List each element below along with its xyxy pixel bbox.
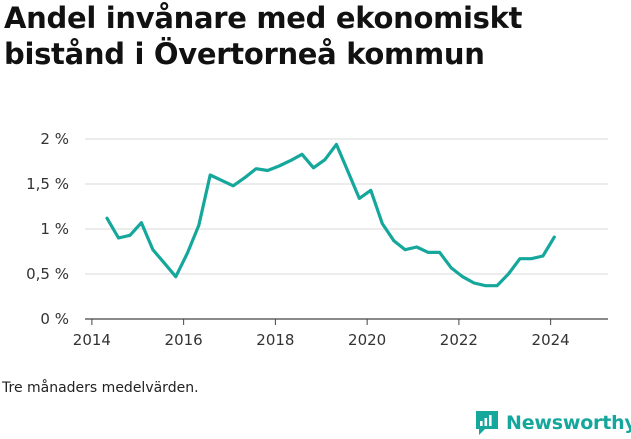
x-tick-label: 2024 bbox=[532, 331, 570, 349]
x-tick-label: 2014 bbox=[73, 331, 111, 349]
y-axis-tick-labels: 0 % 0,5 % 1 % 1,5 % 2 % bbox=[26, 130, 69, 328]
gridlines bbox=[85, 138, 608, 320]
y-tick-label: 2 % bbox=[40, 130, 69, 148]
y-tick-label: 0,5 % bbox=[26, 265, 69, 283]
chart-note: Tre månaders medelvärden. bbox=[2, 380, 199, 396]
x-tick-label: 2018 bbox=[256, 331, 294, 349]
y-tick-label: 0 % bbox=[40, 310, 69, 328]
newsworthy-icon bbox=[476, 411, 498, 435]
newsworthy-logo: Newsworthy bbox=[474, 407, 631, 439]
x-axis-tick-labels: 2014 2016 2018 2020 2022 2024 bbox=[73, 319, 570, 349]
chart-title: Andel invånare med ekonomiskt bistånd i … bbox=[4, 1, 523, 71]
brand-name: Newsworthy bbox=[506, 412, 631, 434]
x-tick-label: 2016 bbox=[165, 331, 203, 349]
y-tick-label: 1 % bbox=[40, 220, 69, 238]
series-line bbox=[105, 142, 556, 288]
x-tick-label: 2020 bbox=[348, 331, 386, 349]
y-tick-label: 1,5 % bbox=[26, 175, 69, 193]
x-tick-label: 2022 bbox=[440, 331, 478, 349]
